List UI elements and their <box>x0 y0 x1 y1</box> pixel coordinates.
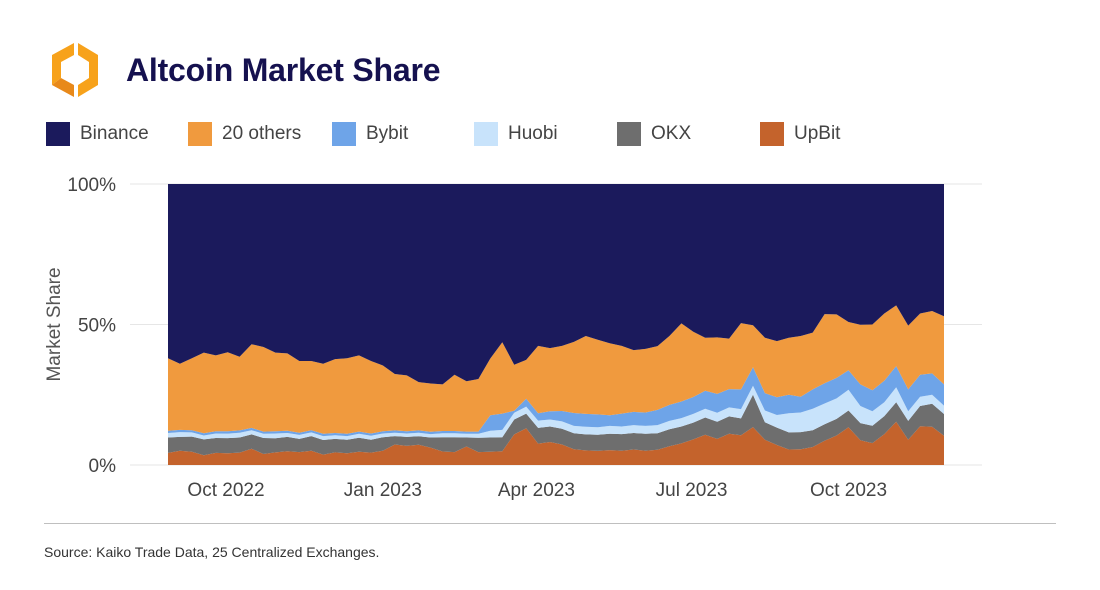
legend-item-upbit: UpBit <box>760 120 840 148</box>
x-tick-label: Jul 2023 <box>656 480 728 501</box>
legend-item-bybit: Bybit <box>332 120 408 148</box>
chart-title: Altcoin Market Share <box>126 51 441 88</box>
x-tick-label: Oct 2023 <box>810 480 887 501</box>
area-chart: 0% 50% 100% Oct 2022 Jan 2023 Apr 2023 Jul 202… <box>44 175 982 501</box>
kaiko-logo-icon <box>52 43 98 97</box>
legend-label: Bybit <box>366 123 409 144</box>
series-area-binance <box>168 184 944 385</box>
footer-divider <box>44 523 1056 524</box>
legend-label: OKX <box>651 123 692 144</box>
legend-swatch <box>474 122 498 146</box>
x-tick-label: Jan 2023 <box>344 480 422 501</box>
y-axis-label: Market Share <box>44 267 65 381</box>
legend-item-binance: Binance <box>46 120 149 148</box>
series-area-20-others <box>168 305 944 434</box>
y-tick-label: 0% <box>89 456 117 477</box>
legend-label: UpBit <box>794 123 841 144</box>
source-note: Source: Kaiko Trade Data, 25 Centralized… <box>44 544 380 560</box>
legend-label: 20 others <box>222 123 302 144</box>
series-area-upbit <box>168 421 944 465</box>
legend-label: Binance <box>80 123 149 144</box>
x-tick-label: Oct 2022 <box>187 480 264 501</box>
chart-header: Altcoin Market Share <box>44 40 441 100</box>
legend-label: Huobi <box>508 123 558 144</box>
legend-swatch <box>760 122 784 146</box>
legend-item-okx: OKX <box>617 120 691 148</box>
series-area-okx <box>168 394 944 456</box>
legend-swatch <box>617 122 641 146</box>
legend-item-huobi: Huobi <box>474 120 558 148</box>
chart-legend: Binance 20 others Bybit Huobi OKX UpBit <box>46 120 1046 148</box>
legend-swatch <box>332 122 356 146</box>
series-area-bybit <box>168 366 944 437</box>
legend-swatch <box>188 122 212 146</box>
series-area-huobi <box>168 385 944 440</box>
y-tick-label: 100% <box>67 175 116 196</box>
y-tick-label: 50% <box>78 316 116 337</box>
legend-item-20-others: 20 others <box>188 120 301 148</box>
legend-swatch <box>46 122 70 146</box>
x-tick-label: Apr 2023 <box>498 480 575 501</box>
